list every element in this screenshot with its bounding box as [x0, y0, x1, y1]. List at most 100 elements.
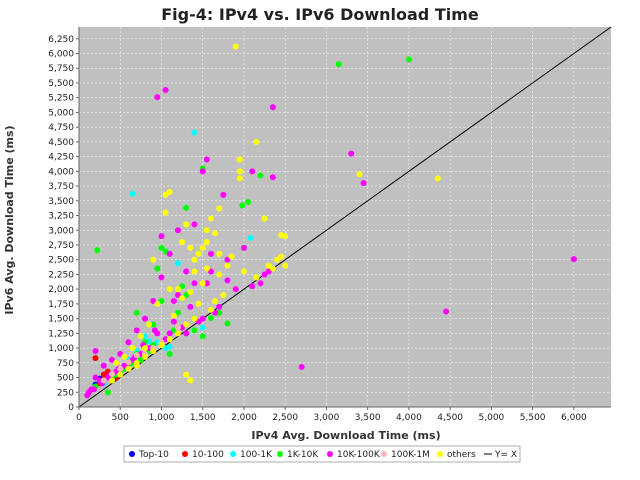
y-equals-x-line	[78, 26, 612, 408]
data-point	[187, 289, 194, 296]
y-tick-label: 5,500	[48, 79, 74, 89]
data-point	[141, 315, 148, 322]
data-point	[191, 315, 198, 322]
y-tick-label: 2,250	[48, 270, 74, 280]
y-tick-label: 2,500	[48, 256, 74, 266]
data-point	[360, 180, 367, 187]
y-tick-label: 3,750	[48, 182, 74, 192]
data-point	[199, 168, 206, 175]
data-point	[174, 286, 181, 293]
chart-title: Fig-4: IPv4 vs. IPv6 Download Time	[161, 5, 479, 24]
data-point	[90, 386, 97, 393]
data-point	[282, 233, 289, 240]
legend-marker	[230, 451, 236, 457]
x-axis-ticks: 0 500 1,000 1,500 2,000 2,500 3,000 3,500 4,000 4…	[76, 407, 587, 423]
x-tick-label: 6,000	[561, 413, 587, 423]
x-tick-label: 0	[76, 413, 82, 423]
data-point	[154, 94, 161, 101]
legend-marker	[277, 451, 283, 457]
y-tick-label: 250	[57, 388, 74, 398]
data-point	[220, 191, 227, 198]
data-point	[166, 188, 173, 195]
legend-marker	[437, 451, 443, 457]
y-tick-label: 750	[57, 359, 74, 369]
y-tick-label: 5,750	[48, 64, 74, 74]
data-point	[133, 327, 140, 334]
data-point	[249, 168, 256, 175]
data-point	[191, 221, 198, 228]
x-tick-label: 3,500	[355, 413, 381, 423]
data-point	[100, 377, 107, 384]
legend: Top-10 10-100 100-1K 1K-10K 10K-100K 100K-1M o…	[123, 445, 521, 463]
x-tick-label: 4,000	[396, 413, 422, 423]
data-point	[224, 262, 231, 269]
data-point	[269, 104, 276, 111]
data-point	[146, 321, 153, 328]
series-others	[108, 43, 441, 384]
data-point	[125, 339, 132, 346]
legend-label: 10K-100K	[337, 450, 381, 460]
legend-label: 10-100	[192, 450, 224, 460]
legend-label: others	[447, 450, 476, 460]
x-axis-label: IPv4 Avg. Download Time (ms)	[251, 429, 440, 442]
data-point	[133, 352, 140, 359]
x-tick-label: 2,000	[231, 413, 257, 423]
data-point	[117, 371, 124, 378]
data-point	[207, 215, 214, 222]
data-point	[108, 371, 115, 378]
legend-label: 100-1K	[240, 450, 273, 460]
y-tick-label: 6,250	[48, 35, 74, 45]
data-point	[203, 280, 210, 287]
data-point	[150, 348, 157, 355]
axes	[78, 27, 611, 408]
legend-marker	[129, 451, 135, 457]
data-point	[85, 389, 92, 396]
data-point	[195, 300, 202, 307]
data-point	[249, 283, 256, 290]
legend-marker	[327, 451, 333, 457]
data-point	[356, 171, 363, 178]
data-point	[113, 359, 120, 366]
y-tick-label: 2,750	[48, 241, 74, 251]
x-tick-label: 3,000	[314, 413, 340, 423]
data-point	[141, 353, 148, 360]
data-point	[133, 309, 140, 316]
data-point	[129, 190, 136, 197]
data-point	[183, 371, 190, 378]
data-point	[570, 256, 577, 263]
data-point	[199, 324, 206, 331]
data-point	[261, 215, 268, 222]
data-point	[141, 333, 148, 340]
x-tick-label: 4,500	[437, 413, 463, 423]
data-point	[133, 362, 140, 369]
data-point	[405, 56, 412, 63]
data-point	[154, 265, 161, 272]
x-tick-label: 1,500	[190, 413, 216, 423]
y-tick-label: 1,000	[48, 344, 74, 354]
data-point	[174, 324, 181, 331]
data-point	[141, 345, 148, 352]
data-point	[166, 330, 173, 337]
data-point	[191, 268, 198, 275]
data-point	[199, 244, 206, 251]
data-point	[187, 244, 194, 251]
data-point	[100, 362, 107, 369]
data-point	[191, 327, 198, 334]
data-point	[245, 198, 252, 205]
data-point	[220, 292, 227, 299]
legend-box	[123, 445, 521, 463]
data-point	[203, 156, 210, 163]
y-tick-label: 0	[68, 403, 74, 413]
y-tick-label: 4,500	[48, 138, 74, 148]
data-point	[232, 43, 239, 50]
data-point	[151, 327, 158, 334]
y-tick-label: 1,750	[48, 300, 74, 310]
data-point	[224, 277, 231, 284]
data-point	[183, 204, 190, 211]
data-point	[207, 315, 214, 322]
data-point	[216, 205, 223, 212]
data-point	[236, 168, 243, 175]
data-point	[257, 280, 264, 287]
data-point	[335, 61, 342, 68]
